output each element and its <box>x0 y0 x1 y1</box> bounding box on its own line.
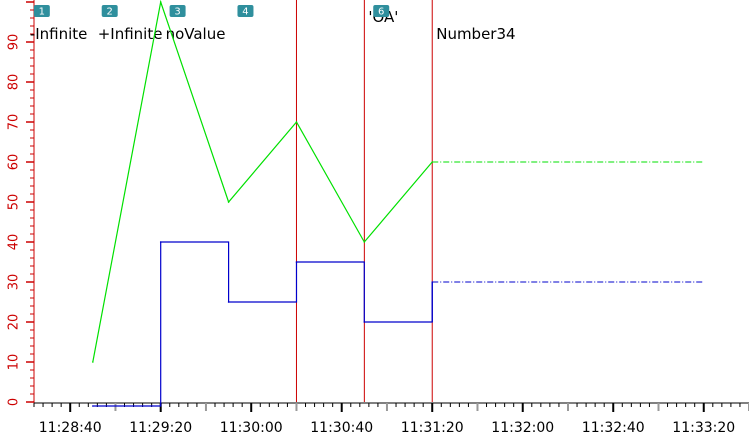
series-point <box>295 121 298 123</box>
event-marker-badge <box>237 5 254 17</box>
x-axis: 11:28:40 11:29:20 11:30:00 11:30:40 11:31:20… <box>33 402 749 436</box>
series-point <box>227 301 230 303</box>
event-marker-badge <box>373 5 390 17</box>
event-marker-label: Number34 <box>436 25 515 43</box>
x-tick-label: 11:28:40 <box>39 420 102 436</box>
y-tick-label: 50 <box>7 194 22 211</box>
series-point <box>227 201 230 203</box>
event-marker-badge-number: 2 <box>107 7 113 18</box>
event-marker-label: -Infinite <box>30 25 88 43</box>
y-tick-label: 70 <box>7 114 22 131</box>
series-point <box>363 241 366 243</box>
green-series-line <box>92 0 433 363</box>
x-tick-label: 11:30:00 <box>220 420 283 436</box>
event-marker-badge-number: 6 <box>378 7 384 18</box>
x-tick-label: 11:32:00 <box>491 420 554 436</box>
series-layer <box>92 0 704 407</box>
event-marker-badge-number: 3 <box>174 7 180 18</box>
y-tick-label: 20 <box>7 314 22 331</box>
x-tick-label: 11:33:20 <box>672 420 735 436</box>
event-marker-label: noValue <box>166 25 226 43</box>
x-tick-label: 11:32:40 <box>582 420 645 436</box>
y-tick-label: 90 <box>7 34 22 51</box>
event-marker-badge-number: 1 <box>39 7 45 18</box>
y-axis: 0 10 20 30 40 50 60 70 80 90 <box>7 0 35 406</box>
x-tick-label: 11:30:40 <box>310 420 373 436</box>
x-tick-label: 11:31:20 <box>401 420 464 436</box>
event-marker-badge-number: 4 <box>242 7 248 18</box>
series-point <box>295 261 298 263</box>
event-markers: 1-Infinite2+Infinite3noValue4'OA'6Number… <box>30 0 516 402</box>
series-point <box>363 321 366 323</box>
event-marker-badge <box>169 5 186 17</box>
blue-series-line <box>92 241 433 407</box>
series-point <box>159 1 162 3</box>
y-tick-label: 80 <box>7 74 22 91</box>
y-tick-label: 30 <box>7 274 22 291</box>
event-marker-badge <box>33 5 50 17</box>
series-point <box>92 361 94 363</box>
x-tick-label: 11:29:20 <box>129 420 192 436</box>
y-tick-label: 60 <box>7 154 22 171</box>
y-tick-label: 40 <box>7 234 22 251</box>
series-point <box>92 405 94 407</box>
y-tick-label: 10 <box>7 354 22 371</box>
event-marker-label: +Infinite <box>98 25 163 43</box>
y-tick-label: 0 <box>7 398 22 406</box>
event-marker-badge <box>101 5 118 17</box>
series-point <box>159 241 162 243</box>
